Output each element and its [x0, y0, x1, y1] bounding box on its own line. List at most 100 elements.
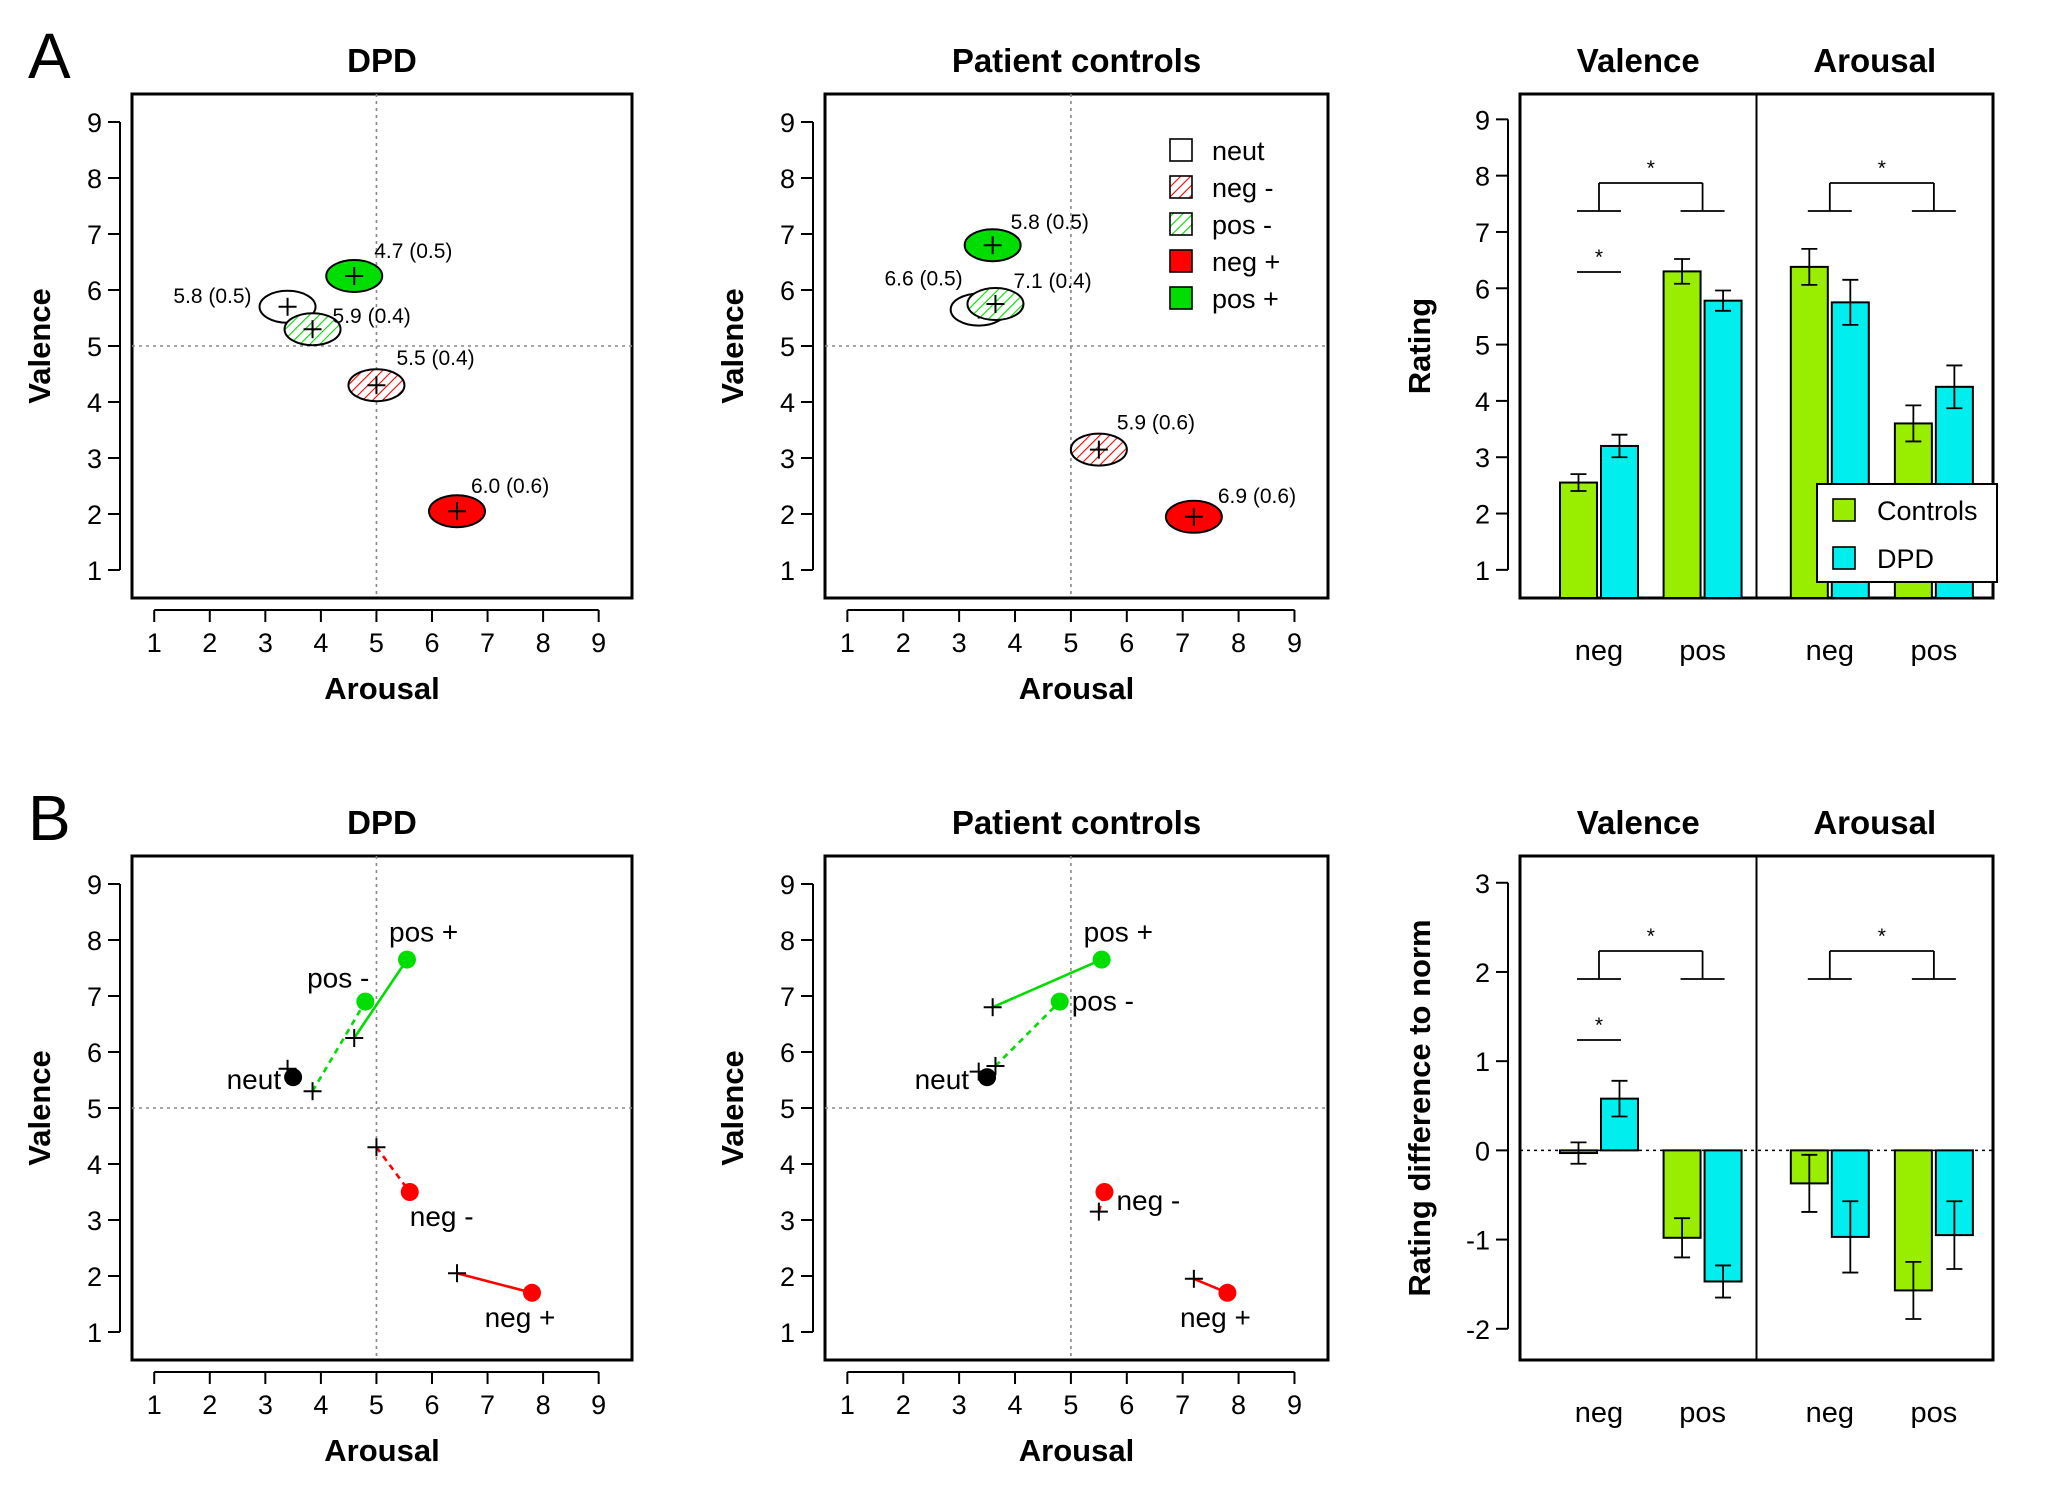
significance-bracket: *	[1807, 925, 1956, 980]
legend-bar: Controls DPD	[1816, 483, 1998, 583]
y-tick-label: 9	[87, 108, 102, 138]
y-tick-label: -2	[1466, 1315, 1490, 1345]
norm-point-label: pos -	[307, 963, 369, 994]
y-tick-label: 8	[780, 926, 795, 956]
y-tick-label: 4	[1475, 387, 1490, 417]
y-tick-label: 9	[1475, 105, 1490, 135]
y-tick-label: 7	[780, 220, 795, 250]
x-tick-label: 9	[591, 628, 606, 658]
y-tick-label: 6	[780, 276, 795, 306]
norm-point	[1095, 1183, 1114, 1201]
y-tick-label: 1	[780, 556, 795, 586]
legend-swatch	[1169, 286, 1193, 310]
x-tick-label: 3	[952, 628, 967, 658]
y-axis-title: Rating difference to norm	[1402, 919, 1437, 1296]
panel-label-b: B	[28, 782, 71, 854]
y-tick-label: 5	[87, 332, 102, 362]
norm-connector	[456, 1271, 533, 1295]
y-tick-label: 6	[87, 276, 102, 306]
y-axis-title: Valence	[715, 288, 750, 403]
y-tick-label: 3	[780, 444, 795, 474]
point-label: 5.9 (0.6)	[1117, 412, 1195, 435]
y-tick-label: 3	[87, 444, 102, 474]
x-tick-label: 2	[896, 1390, 911, 1420]
legend-label: neg -	[1212, 173, 1274, 203]
category-label: pos	[1679, 1397, 1726, 1429]
y-tick-label: 8	[780, 164, 795, 194]
norm-point-label: neut	[915, 1064, 970, 1095]
y-tick-label: 3	[780, 1206, 795, 1236]
scatter-b-dpd: 1 2 3 4 5 6 7 8 9 1 2 3 4 5 6 7 8 9 DPD Arousal Valence neut p…	[22, 804, 634, 1468]
x-tick-label: 4	[1008, 1390, 1023, 1420]
norm-point	[1092, 950, 1111, 969]
y-tick-label: 1	[87, 556, 102, 586]
y-tick-label: 8	[1475, 162, 1490, 192]
x-axis-title: Arousal	[1019, 671, 1134, 706]
x-tick-label: 3	[258, 1390, 273, 1420]
y-axis-title: Valence	[22, 1050, 57, 1165]
chart-layer: 1 2 3 4 5 6 7 8 9 1 2 3 4 5 6 7 8 9 DPD Arousal Valence 5.8 (…	[22, 42, 1998, 1468]
x-tick-label: 7	[480, 628, 495, 658]
y-tick-label: 7	[87, 982, 102, 1012]
bar-dpd	[1703, 1149, 1743, 1283]
plot-frame	[130, 854, 634, 1362]
norm-connector	[992, 958, 1103, 1009]
x-axis-title: Arousal	[324, 1433, 439, 1468]
y-tick-label: 4	[87, 388, 102, 418]
x-tick-label: 5	[369, 628, 384, 658]
y-tick-label: 6	[780, 1038, 795, 1068]
significance-star: *	[1595, 246, 1603, 269]
norm-point	[978, 1068, 997, 1087]
category-label: neg	[1806, 1397, 1854, 1429]
significance-star: *	[1647, 925, 1655, 948]
norm-connector	[311, 1000, 367, 1092]
significance-bracket: *	[1807, 157, 1956, 212]
category-label: neg	[1575, 1397, 1623, 1429]
point-label: 6.9 (0.6)	[1218, 485, 1296, 508]
point-label: 7.1 (0.4)	[1013, 270, 1091, 293]
y-tick-label: 1	[780, 1318, 795, 1348]
category-label: neg	[1575, 635, 1623, 667]
y-tick-label: 9	[780, 108, 795, 138]
y-axis-title: Valence	[715, 1050, 750, 1165]
scatter-a-dpd: 1 2 3 4 5 6 7 8 9 1 2 3 4 5 6 7 8 9 DPD Arousal Valence 5.8 (…	[22, 42, 634, 706]
x-tick-label: 9	[1287, 1390, 1302, 1420]
bar-dpd	[1599, 444, 1639, 600]
x-tick-label: 1	[147, 1390, 162, 1420]
x-tick-label: 5	[1063, 1390, 1078, 1420]
legend-label: Controls	[1877, 496, 1978, 526]
x-tick-label: 6	[424, 628, 439, 658]
y-tick-label: 2	[1475, 500, 1490, 530]
norm-point-label: neg +	[1180, 1302, 1251, 1333]
y-tick-label: 6	[87, 1038, 102, 1068]
x-tick-label: 4	[313, 1390, 328, 1420]
significance-star: *	[1878, 157, 1886, 180]
significance-star: *	[1595, 1014, 1603, 1037]
point-label: 6.0 (0.6)	[471, 475, 549, 498]
y-tick-label: 3	[87, 1206, 102, 1236]
x-tick-label: 8	[536, 1390, 551, 1420]
bar-controls	[1662, 270, 1702, 599]
chart-title: DPD	[347, 42, 417, 79]
y-tick-label: 5	[87, 1094, 102, 1124]
y-tick-label: 9	[780, 870, 795, 900]
category-label: pos	[1910, 635, 1957, 667]
x-tick-label: 7	[1175, 1390, 1190, 1420]
x-tick-label: 6	[1119, 1390, 1134, 1420]
plot-frame	[130, 92, 634, 600]
y-tick-label: 4	[87, 1150, 102, 1180]
y-tick-label: 8	[87, 926, 102, 956]
y-tick-label: 2	[87, 500, 102, 530]
legend-label: neut	[1212, 136, 1265, 166]
y-tick-label: 2	[780, 1262, 795, 1292]
norm-point	[1218, 1283, 1237, 1302]
point-label: 5.9 (0.4)	[333, 305, 411, 328]
x-tick-label: 2	[896, 628, 911, 658]
point-label: 5.8 (0.5)	[173, 285, 251, 308]
x-tick-label: 2	[202, 628, 217, 658]
bar-controls	[1558, 481, 1598, 599]
point-label: 4.7 (0.5)	[374, 240, 452, 263]
legend-label: pos -	[1212, 210, 1272, 240]
point-label: 5.5 (0.4)	[396, 347, 474, 370]
norm-point	[284, 1068, 303, 1087]
